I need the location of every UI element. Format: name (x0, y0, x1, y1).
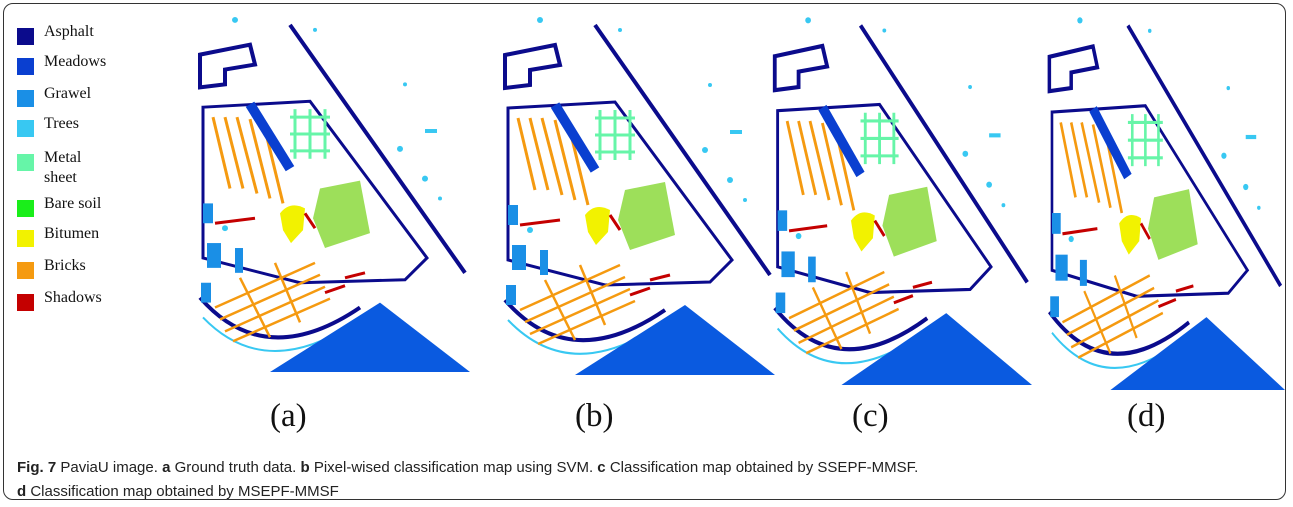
item-key: b (301, 459, 310, 476)
item-text: Classification map obtained by MSEPF-MMS… (30, 483, 338, 500)
legend-item: Shadows (17, 288, 129, 311)
legend-swatch (17, 120, 34, 137)
item-key: d (17, 483, 26, 500)
legend-swatch (17, 154, 34, 171)
caption-text: PaviaU image. (60, 459, 158, 476)
map-c (770, 10, 1032, 385)
legend-label: Grawel (44, 84, 129, 104)
item-text: Ground truth data. (175, 459, 297, 476)
legend-item: Metal sheet (17, 148, 92, 188)
legend-label: Bricks (44, 256, 129, 276)
caption: Fig. 7 PaviaU image. a Ground truth data… (17, 456, 918, 504)
item-text: Classification map obtained by SSEPF-MMS… (610, 459, 918, 476)
legend-swatch (17, 262, 34, 279)
figure-number: Fig. 7 (17, 459, 56, 476)
legend-label: Asphalt (44, 22, 129, 42)
legend-item: Meadows (17, 52, 129, 75)
map-b (500, 10, 775, 375)
legend-label: Shadows (44, 288, 129, 308)
legend-item: Bitumen (17, 224, 129, 247)
legend-label: Metal sheet (44, 148, 92, 188)
item-key: c (597, 459, 605, 476)
legend-label: Bare soil (44, 194, 129, 214)
legend-item: Asphalt (17, 22, 129, 45)
map-a (195, 10, 470, 372)
item-text: Pixel-wised classification map using SVM… (314, 459, 593, 476)
legend-swatch (17, 28, 34, 45)
legend-swatch (17, 200, 34, 217)
legend-swatch (17, 294, 34, 311)
figure-page: Asphalt Meadows Grawel Trees Metal sheet Bare… (0, 0, 1293, 507)
legend-item: Bricks (17, 256, 129, 279)
legend-label: Trees (44, 114, 129, 134)
item-key: a (162, 459, 170, 476)
legend-item: Bare soil (17, 194, 129, 217)
panel-label: (a) (270, 398, 307, 435)
legend-label: Bitumen (44, 224, 129, 244)
legend-swatch (17, 90, 34, 107)
legend-label: Meadows (44, 52, 129, 72)
legend-swatch (17, 58, 34, 75)
legend-item: Trees (17, 114, 129, 137)
panel-label: (c) (852, 398, 889, 435)
map-d (1045, 10, 1285, 390)
panel-label: (d) (1127, 398, 1165, 435)
legend-item: Grawel (17, 84, 129, 107)
legend-swatch (17, 230, 34, 247)
panel-label: (b) (575, 398, 613, 435)
